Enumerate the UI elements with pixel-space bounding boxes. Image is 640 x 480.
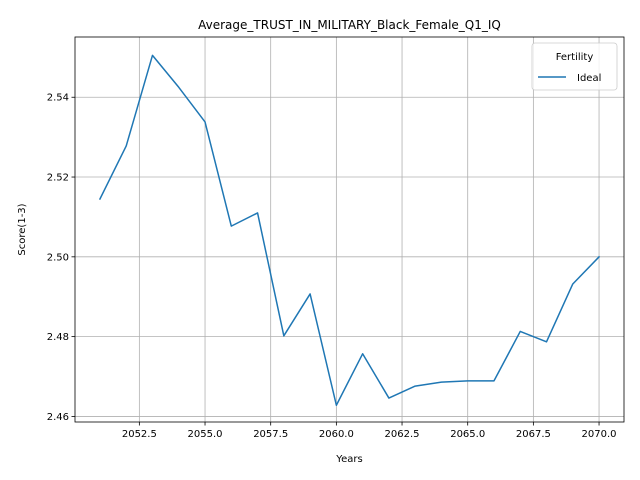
x-axis-label: Years	[335, 454, 362, 465]
x-tick-label: 2052.5	[122, 429, 157, 440]
chart-title: Average_TRUST_IN_MILITARY_Black_Female_Q…	[198, 18, 501, 32]
x-tick-label: 2070.0	[582, 429, 617, 440]
x-tick-label: 2065.0	[450, 429, 485, 440]
legend-title: Fertility	[556, 52, 594, 63]
legend: Fertility Ideal	[531, 42, 618, 91]
x-tick-label: 2055.0	[188, 429, 223, 440]
plot-area-background	[75, 37, 624, 422]
legend-frame	[531, 42, 618, 91]
x-tick-label: 2067.5	[516, 429, 551, 440]
x-tick-label: 2062.5	[385, 429, 420, 440]
x-axis: 2052.5 2055.0 2057.5 2060.0 2062.5 2065.0 2067…	[122, 422, 617, 440]
y-tick-label: 2.54	[47, 93, 69, 104]
y-tick-label: 2.50	[47, 252, 69, 263]
y-tick-label: 2.52	[47, 173, 69, 184]
legend-entry-ideal: Ideal	[577, 73, 601, 84]
x-tick-label: 2057.5	[253, 429, 288, 440]
series-line-ideal	[98, 54, 601, 406]
y-tick-label: 2.46	[47, 412, 69, 423]
y-tick-label: 2.48	[47, 332, 69, 343]
x-tick-label: 2060.0	[319, 429, 354, 440]
plot-area-frame	[74, 36, 625, 423]
y-axis: 2.46 2.48 2.50 2.52 2.54	[47, 93, 75, 423]
series-layer	[98, 54, 601, 406]
y-axis-label: Score(1-3)	[17, 203, 28, 255]
